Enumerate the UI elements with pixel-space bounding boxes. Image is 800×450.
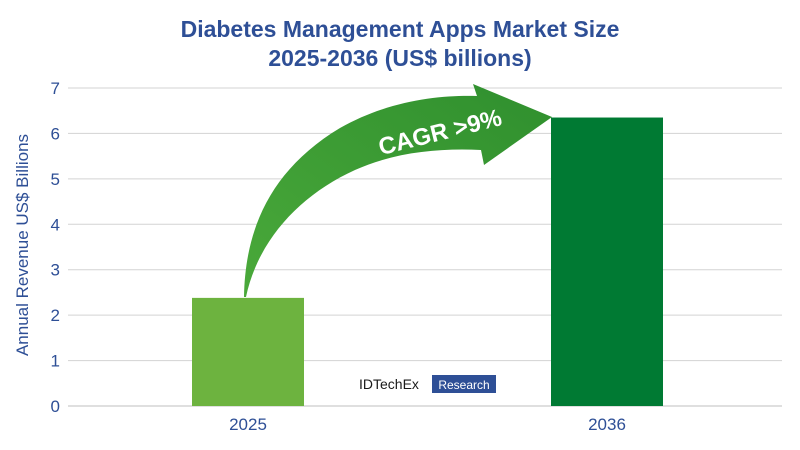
y-tick-label: 5: [51, 170, 60, 189]
y-tick-label: 3: [51, 261, 60, 280]
y-axis-ticks: 0 1 2 3 4 5 6 7: [51, 79, 60, 416]
x-axis-ticks: 2025 2036: [229, 415, 626, 434]
y-tick-label: 1: [51, 352, 60, 371]
brand-tag: Research: [438, 378, 489, 392]
y-tick-label: 7: [51, 79, 60, 98]
chart-subtitle: 2025-2036 (US$ billions): [268, 45, 531, 71]
brand-name: IDTechEx: [359, 376, 419, 392]
y-tick-label: 0: [51, 397, 60, 416]
x-tick-label: 2025: [229, 415, 267, 434]
y-tick-label: 4: [51, 215, 60, 234]
y-axis-label: Annual Revenue US$ Billions: [13, 134, 32, 356]
bars: [192, 117, 663, 407]
bar-2036: [551, 117, 663, 407]
x-tick-label: 2036: [588, 415, 626, 434]
cagr-arrow: [244, 84, 552, 297]
idtechex-logo: IDTechEx Research: [359, 375, 496, 393]
bar-2025: [192, 297, 304, 406]
brand-tag-box: [432, 375, 496, 393]
y-tick-label: 2: [51, 306, 60, 325]
grid-lines: [68, 87, 782, 407]
chart-title: Diabetes Management Apps Market Size: [181, 16, 620, 42]
cagr-annotation: CAGR >9%: [244, 84, 552, 297]
y-tick-label: 6: [51, 124, 60, 143]
